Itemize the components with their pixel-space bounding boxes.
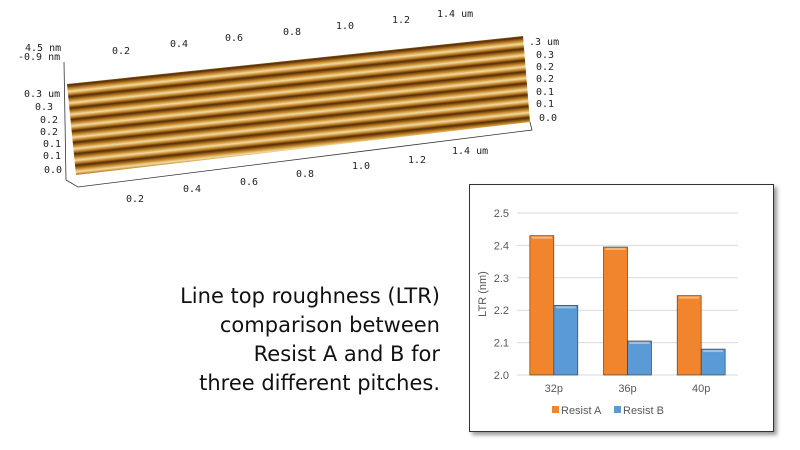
top-x-tick: 0.4 bbox=[170, 39, 189, 50]
caption-line: Resist A and B for bbox=[253, 342, 440, 366]
right-y-tick: 0.1 bbox=[536, 87, 555, 98]
top-x-tick: 0.2 bbox=[112, 46, 131, 57]
x-tick-label: 36p bbox=[618, 383, 636, 395]
bottom-x-tick: 1.4 um bbox=[452, 146, 489, 157]
bar-resist-b bbox=[553, 305, 579, 376]
top-x-tick: 0.8 bbox=[283, 27, 302, 38]
y-tick-label: 2.0 bbox=[494, 370, 509, 382]
x-tick-label: 32p bbox=[545, 383, 563, 395]
y-axis-label: LTR (nm) bbox=[477, 271, 489, 317]
bar-resist-a bbox=[676, 295, 702, 376]
bar-highlight bbox=[531, 236, 552, 239]
y-tick-label: 2.3 bbox=[494, 273, 509, 285]
chart-svg: 2.0 2.1 2.2 2.3 2.4 2.5 LTR (nm) 32p 36p 40p Resis… bbox=[477, 208, 738, 417]
bottom-x-tick: 0.4 bbox=[183, 184, 202, 195]
bar-highlight bbox=[679, 296, 700, 299]
caption-line: Line top roughness (LTR) bbox=[180, 284, 440, 308]
left-y-tick: 0.3 bbox=[35, 102, 54, 113]
legend-label: Resist B bbox=[623, 405, 664, 417]
right-y-tick: 0.3 bbox=[536, 50, 555, 61]
z-max-label: 4.5 nm bbox=[25, 43, 62, 54]
left-y-tick: 0.1 bbox=[43, 151, 62, 162]
left-y-tick: 0.2 bbox=[40, 115, 59, 126]
y-tick-label: 2.4 bbox=[494, 240, 509, 252]
x-tick-label: 40p bbox=[692, 383, 710, 395]
ltr-bar-chart: 2.0 2.1 2.2 2.3 2.4 2.5 LTR (nm) 32p 36p 40p Resis… bbox=[469, 184, 774, 432]
top-x-tick: 1.0 bbox=[336, 21, 355, 32]
bar-highlight bbox=[605, 248, 626, 251]
caption-line: comparison between bbox=[219, 313, 440, 337]
y-tick-label: 2.2 bbox=[494, 305, 509, 317]
y-tick-label: 2.1 bbox=[494, 338, 509, 350]
right-y-tick: 0.0 bbox=[539, 113, 558, 124]
right-y-tick: 0.1 bbox=[536, 99, 555, 110]
bottom-x-tick: 0.6 bbox=[240, 177, 259, 188]
y-tick-label: 2.5 bbox=[494, 208, 509, 220]
top-x-tick: 1.2 bbox=[392, 15, 411, 26]
left-y-tick: 0.3 um bbox=[24, 89, 61, 100]
right-y-tick: 0.2 bbox=[536, 74, 555, 85]
legend-swatch bbox=[552, 406, 559, 413]
right-y-tick: 0.2 bbox=[536, 62, 555, 73]
left-y-tick: 0.2 bbox=[40, 127, 59, 138]
bar-resist-a bbox=[603, 246, 628, 376]
z-min-label: -0.9 nm bbox=[18, 52, 61, 63]
bottom-x-tick: 1.0 bbox=[352, 161, 371, 172]
left-y-tick: 0.1 bbox=[43, 139, 62, 150]
bar-resist-b bbox=[700, 348, 726, 376]
bottom-x-tick: 1.2 bbox=[408, 155, 427, 166]
top-x-tick: 0.6 bbox=[225, 33, 244, 44]
legend-swatch bbox=[614, 406, 621, 413]
bar-highlight bbox=[629, 341, 650, 344]
legend-label: Resist A bbox=[561, 405, 602, 417]
afm-3d-surface bbox=[63, 36, 533, 188]
caption-line: three different pitches. bbox=[199, 371, 440, 395]
bottom-x-tick: 0.8 bbox=[296, 169, 315, 180]
bar-resist-b bbox=[627, 340, 652, 376]
top-x-tick: 1.4 um bbox=[437, 9, 474, 20]
bar-highlight bbox=[703, 350, 724, 353]
right-y-tick: .3 um bbox=[529, 37, 560, 48]
left-y-tick: 0.0 bbox=[44, 165, 63, 176]
bar-resist-a bbox=[529, 235, 555, 376]
bottom-x-tick: 0.2 bbox=[126, 194, 145, 205]
bar-highlight bbox=[555, 306, 576, 309]
caption: Line top roughness (LTR) comparison betw… bbox=[180, 282, 440, 398]
